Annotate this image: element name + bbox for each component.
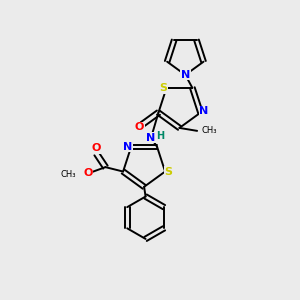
Text: N: N bbox=[200, 106, 208, 116]
Text: O: O bbox=[92, 143, 101, 153]
Text: S: S bbox=[165, 167, 172, 176]
Text: CH₃: CH₃ bbox=[202, 126, 217, 135]
Text: CH₃: CH₃ bbox=[61, 170, 76, 179]
Text: N: N bbox=[123, 142, 132, 152]
Text: N: N bbox=[181, 70, 190, 80]
Text: O: O bbox=[83, 168, 92, 178]
Text: H: H bbox=[156, 131, 165, 141]
Text: S: S bbox=[160, 83, 167, 93]
Text: O: O bbox=[135, 122, 144, 132]
Text: N: N bbox=[146, 133, 156, 143]
